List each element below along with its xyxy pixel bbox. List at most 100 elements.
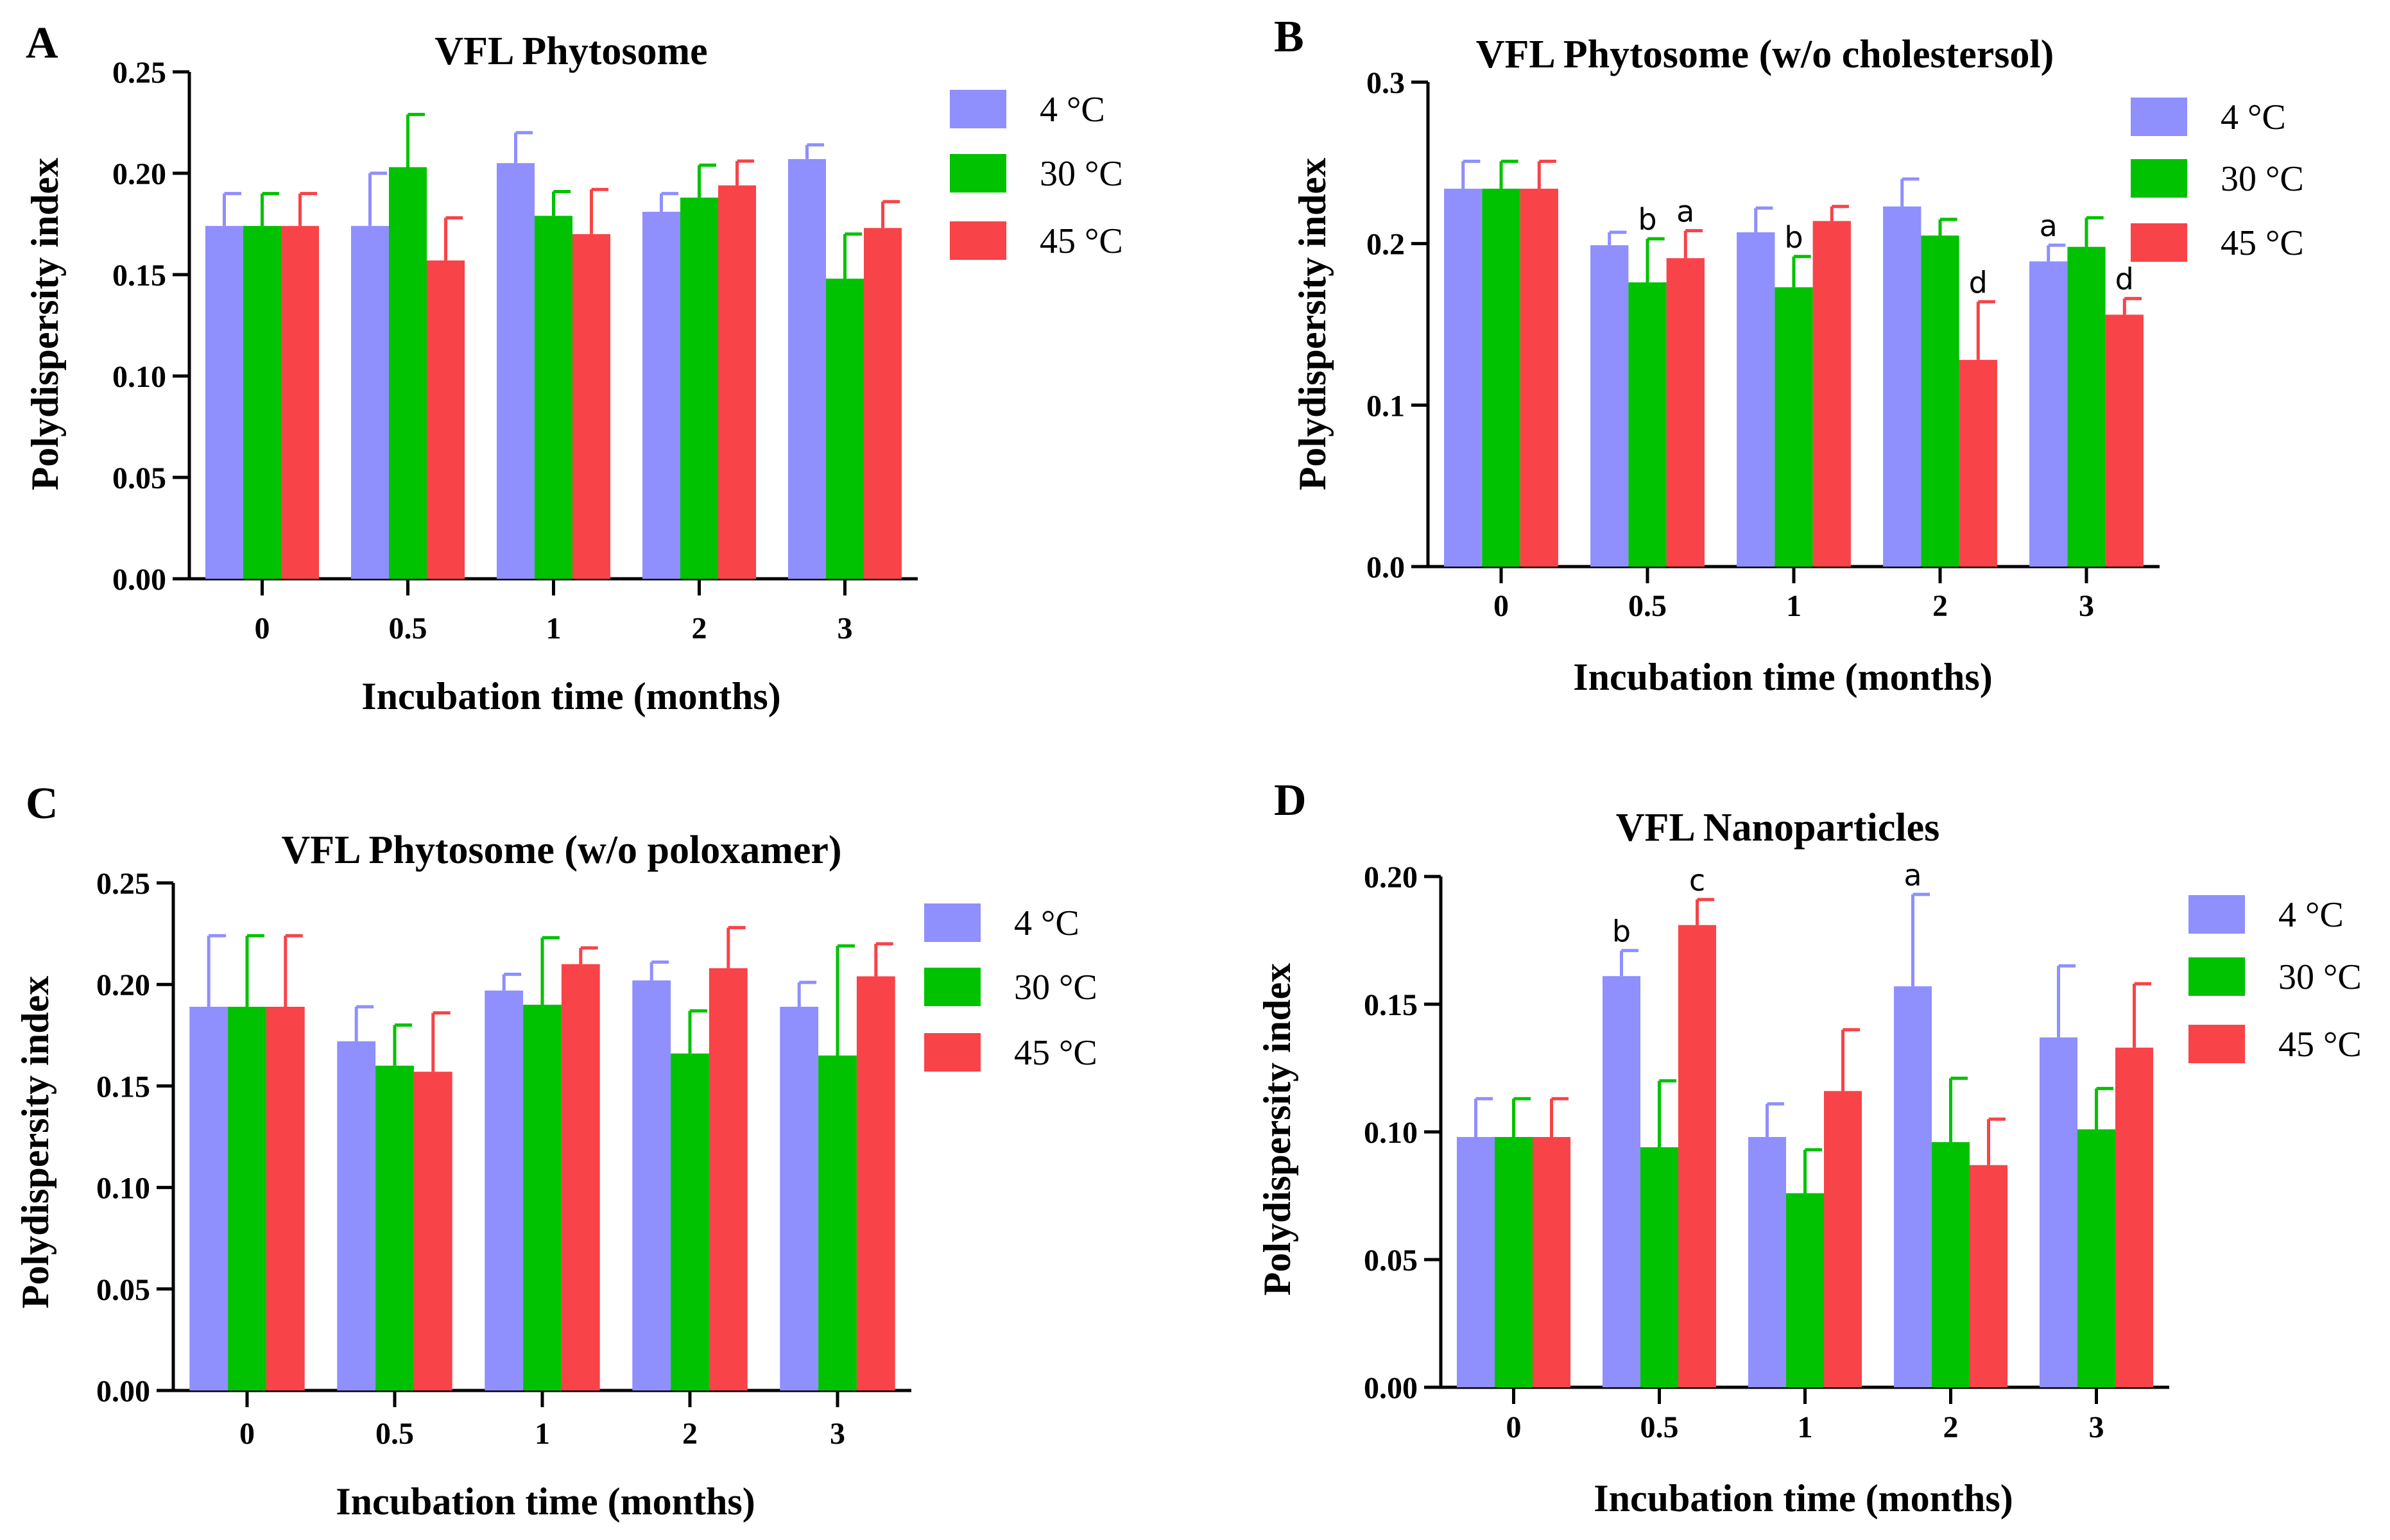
bar-45C: [856, 976, 895, 1390]
y-tick-label: 0.15: [96, 1070, 150, 1104]
chart-panel-a: A VFL Phytosome 0.00 0.05 0.10 0.15 0.20 0.25 0 0…: [24, 19, 1123, 717]
bar-4C: [2039, 1037, 2077, 1387]
x-tick-label: 0.5: [389, 612, 427, 646]
bar-30C: [375, 1065, 414, 1390]
legend-swatch-4C: [950, 90, 1006, 128]
legend-label-4C: 4 °C: [2221, 98, 2286, 137]
bar-45C: [1959, 359, 1997, 567]
legend-label-30C: 30 °C: [1040, 154, 1123, 194]
x-tick-label: 1: [546, 612, 562, 646]
x-axis-label: Incubation time (months): [336, 1480, 755, 1523]
x-tick-label: 1: [1798, 1410, 1813, 1444]
bar-45C: [2115, 1047, 2154, 1387]
significance-label: b: [1784, 220, 1803, 255]
y-axis-label: Polydispersity index: [24, 158, 66, 490]
significance-label: c: [1689, 863, 1705, 898]
panel-letter: A: [26, 19, 58, 68]
x-tick-label: 0.5: [1628, 589, 1667, 623]
bar-4C: [485, 990, 524, 1390]
bar-30C: [671, 1053, 709, 1390]
legend-swatch-4C: [2131, 98, 2187, 136]
chart-title: VFL Nanoparticles: [1616, 806, 1940, 850]
bar-30C: [1921, 235, 1959, 567]
bar-30C: [680, 197, 719, 579]
bar-4C: [350, 226, 389, 579]
legend-label-4C: 4 °C: [1040, 90, 1105, 130]
bar-45C: [864, 228, 902, 579]
bar-30C: [1628, 282, 1667, 567]
legend-label-30C: 30 °C: [2278, 957, 2362, 997]
x-tick-label: 3: [2089, 1410, 2104, 1444]
legend-swatch-30C: [2131, 159, 2187, 198]
y-tick-label: 0.05: [1364, 1244, 1418, 1278]
legend-swatch-4C: [924, 903, 981, 942]
legend-label-45C: 45 °C: [2221, 223, 2304, 263]
bar-30C: [1640, 1147, 1679, 1387]
bar-45C: [1678, 925, 1717, 1387]
bar-45C: [709, 968, 748, 1390]
x-tick-label: 3: [2079, 589, 2094, 623]
y-tick-label: 0.0: [1366, 551, 1405, 585]
bar-30C: [523, 1004, 562, 1390]
legend-label-30C: 30 °C: [2221, 159, 2304, 199]
bar-4C: [337, 1041, 376, 1390]
y-tick-label: 0.00: [1364, 1371, 1418, 1405]
bar-30C: [1775, 287, 1813, 567]
x-tick-label: 0.5: [375, 1417, 414, 1451]
bar-45C: [1520, 189, 1558, 567]
bar-4C: [205, 226, 243, 579]
bar-45C: [427, 260, 465, 579]
x-tick-label: 2: [682, 1417, 698, 1451]
bar-4C: [780, 1007, 819, 1390]
y-tick-label: 0.20: [1364, 860, 1418, 894]
bar-30C: [388, 167, 427, 579]
y-axis-label: Polydispersity index: [14, 976, 56, 1308]
chart-title: VFL Phytosome: [434, 30, 707, 73]
legend-label-45C: 45 °C: [1014, 1033, 1097, 1073]
y-axis-label: Polydispersity index: [1256, 963, 1298, 1296]
x-tick-label: 0: [255, 612, 270, 646]
y-tick-label: 0.05: [112, 461, 166, 495]
bar-4C: [1444, 189, 1483, 567]
bar-4C: [1893, 986, 1932, 1387]
y-tick-label: 0.00: [96, 1374, 150, 1408]
bar-45C: [413, 1072, 452, 1390]
legend-swatch-45C: [2188, 1025, 2245, 1063]
legend-label-45C: 45 °C: [1040, 221, 1123, 261]
y-tick-label: 0.10: [96, 1172, 150, 1206]
significance-label: d: [1969, 265, 1988, 300]
bar-45C: [2105, 314, 2144, 567]
significance-label: a: [2040, 209, 2058, 243]
y-tick-label: 0.15: [112, 259, 166, 293]
bar-4C: [1748, 1136, 1786, 1387]
legend-label-4C: 4 °C: [2278, 895, 2344, 935]
legend-swatch-30C: [924, 968, 981, 1006]
bar-4C: [496, 163, 535, 579]
x-tick-label: 0: [1493, 589, 1509, 623]
legend-swatch-45C: [2131, 223, 2187, 262]
bar-30C: [825, 278, 864, 579]
bar-30C: [243, 226, 282, 579]
y-tick-label: 0.3: [1366, 66, 1405, 100]
y-tick-label: 0.1: [1366, 389, 1405, 423]
bar-45C: [572, 234, 611, 579]
legend-swatch-45C: [924, 1033, 981, 1072]
bar-4C: [1737, 232, 1775, 567]
legend-swatch-45C: [950, 221, 1006, 260]
significance-label: d: [2115, 262, 2134, 296]
y-tick-label: 0.25: [112, 56, 166, 90]
bar-30C: [1482, 189, 1520, 567]
significance-label: b: [1638, 202, 1656, 237]
bar-4C: [1590, 245, 1629, 567]
panel-letter: C: [26, 779, 58, 828]
bar-30C: [818, 1055, 857, 1390]
y-axis-label: Polydispersity index: [1291, 158, 1334, 490]
chart-title: VFL Phytosome (w/o poloxamer): [281, 828, 841, 872]
x-tick-label: 2: [1932, 589, 1948, 623]
bar-4C: [1456, 1136, 1495, 1387]
bar-45C: [1812, 221, 1851, 567]
chart-panel-b: B VFL Phytosome (w/o cholestersol) 0.0 0.1 0…: [1274, 12, 2304, 698]
bar-30C: [1785, 1193, 1825, 1387]
chart-panel-d: D VFL Nanoparticles 0.00 0.05 0.10 0.15 0.20 0 0…: [1256, 776, 2362, 1519]
